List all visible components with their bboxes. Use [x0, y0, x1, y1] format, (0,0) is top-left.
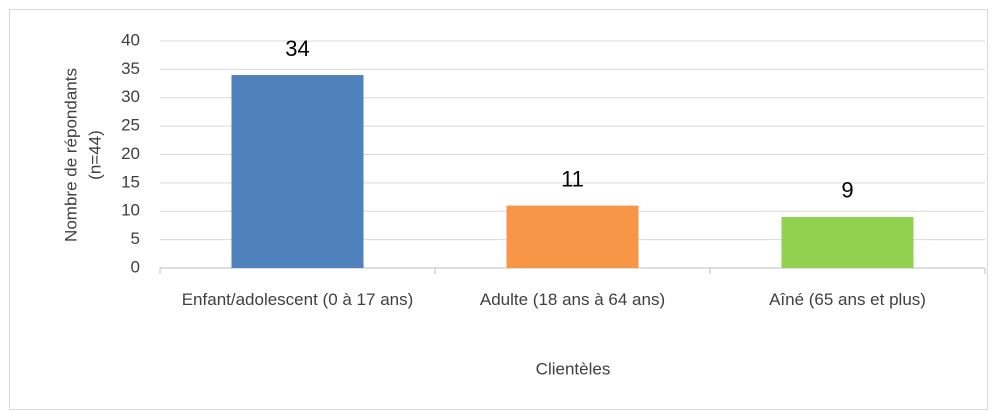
y-tick-label: 30 — [121, 87, 140, 106]
y-tick-label: 35 — [121, 59, 140, 78]
bar — [506, 205, 639, 268]
y-tick-label: 0 — [131, 257, 140, 276]
y-axis-title: Nombre de répondants — [61, 68, 80, 242]
y-tick-label: 15 — [121, 172, 140, 191]
x-tick-label: Adulte (18 ans à 64 ans) — [479, 290, 666, 309]
x-tick-label: Aîné (65 ans et plus) — [769, 290, 926, 309]
y-tick-label: 25 — [121, 116, 140, 135]
bar — [231, 75, 364, 268]
y-axis-title: (n=44) — [85, 130, 104, 180]
y-tick-label: 5 — [131, 229, 140, 248]
data-label: 9 — [841, 178, 853, 203]
y-tick-label: 20 — [121, 144, 140, 163]
x-axis-title: Clientèles — [536, 359, 611, 378]
x-tick-label: Enfant/adolescent (0 à 17 ans) — [181, 290, 414, 309]
y-tick-label: 40 — [121, 30, 140, 49]
data-label: 11 — [561, 166, 584, 191]
bar — [781, 216, 914, 268]
data-label: 34 — [285, 36, 309, 61]
y-tick-label: 10 — [121, 201, 140, 220]
chart-frame — [9, 9, 988, 410]
